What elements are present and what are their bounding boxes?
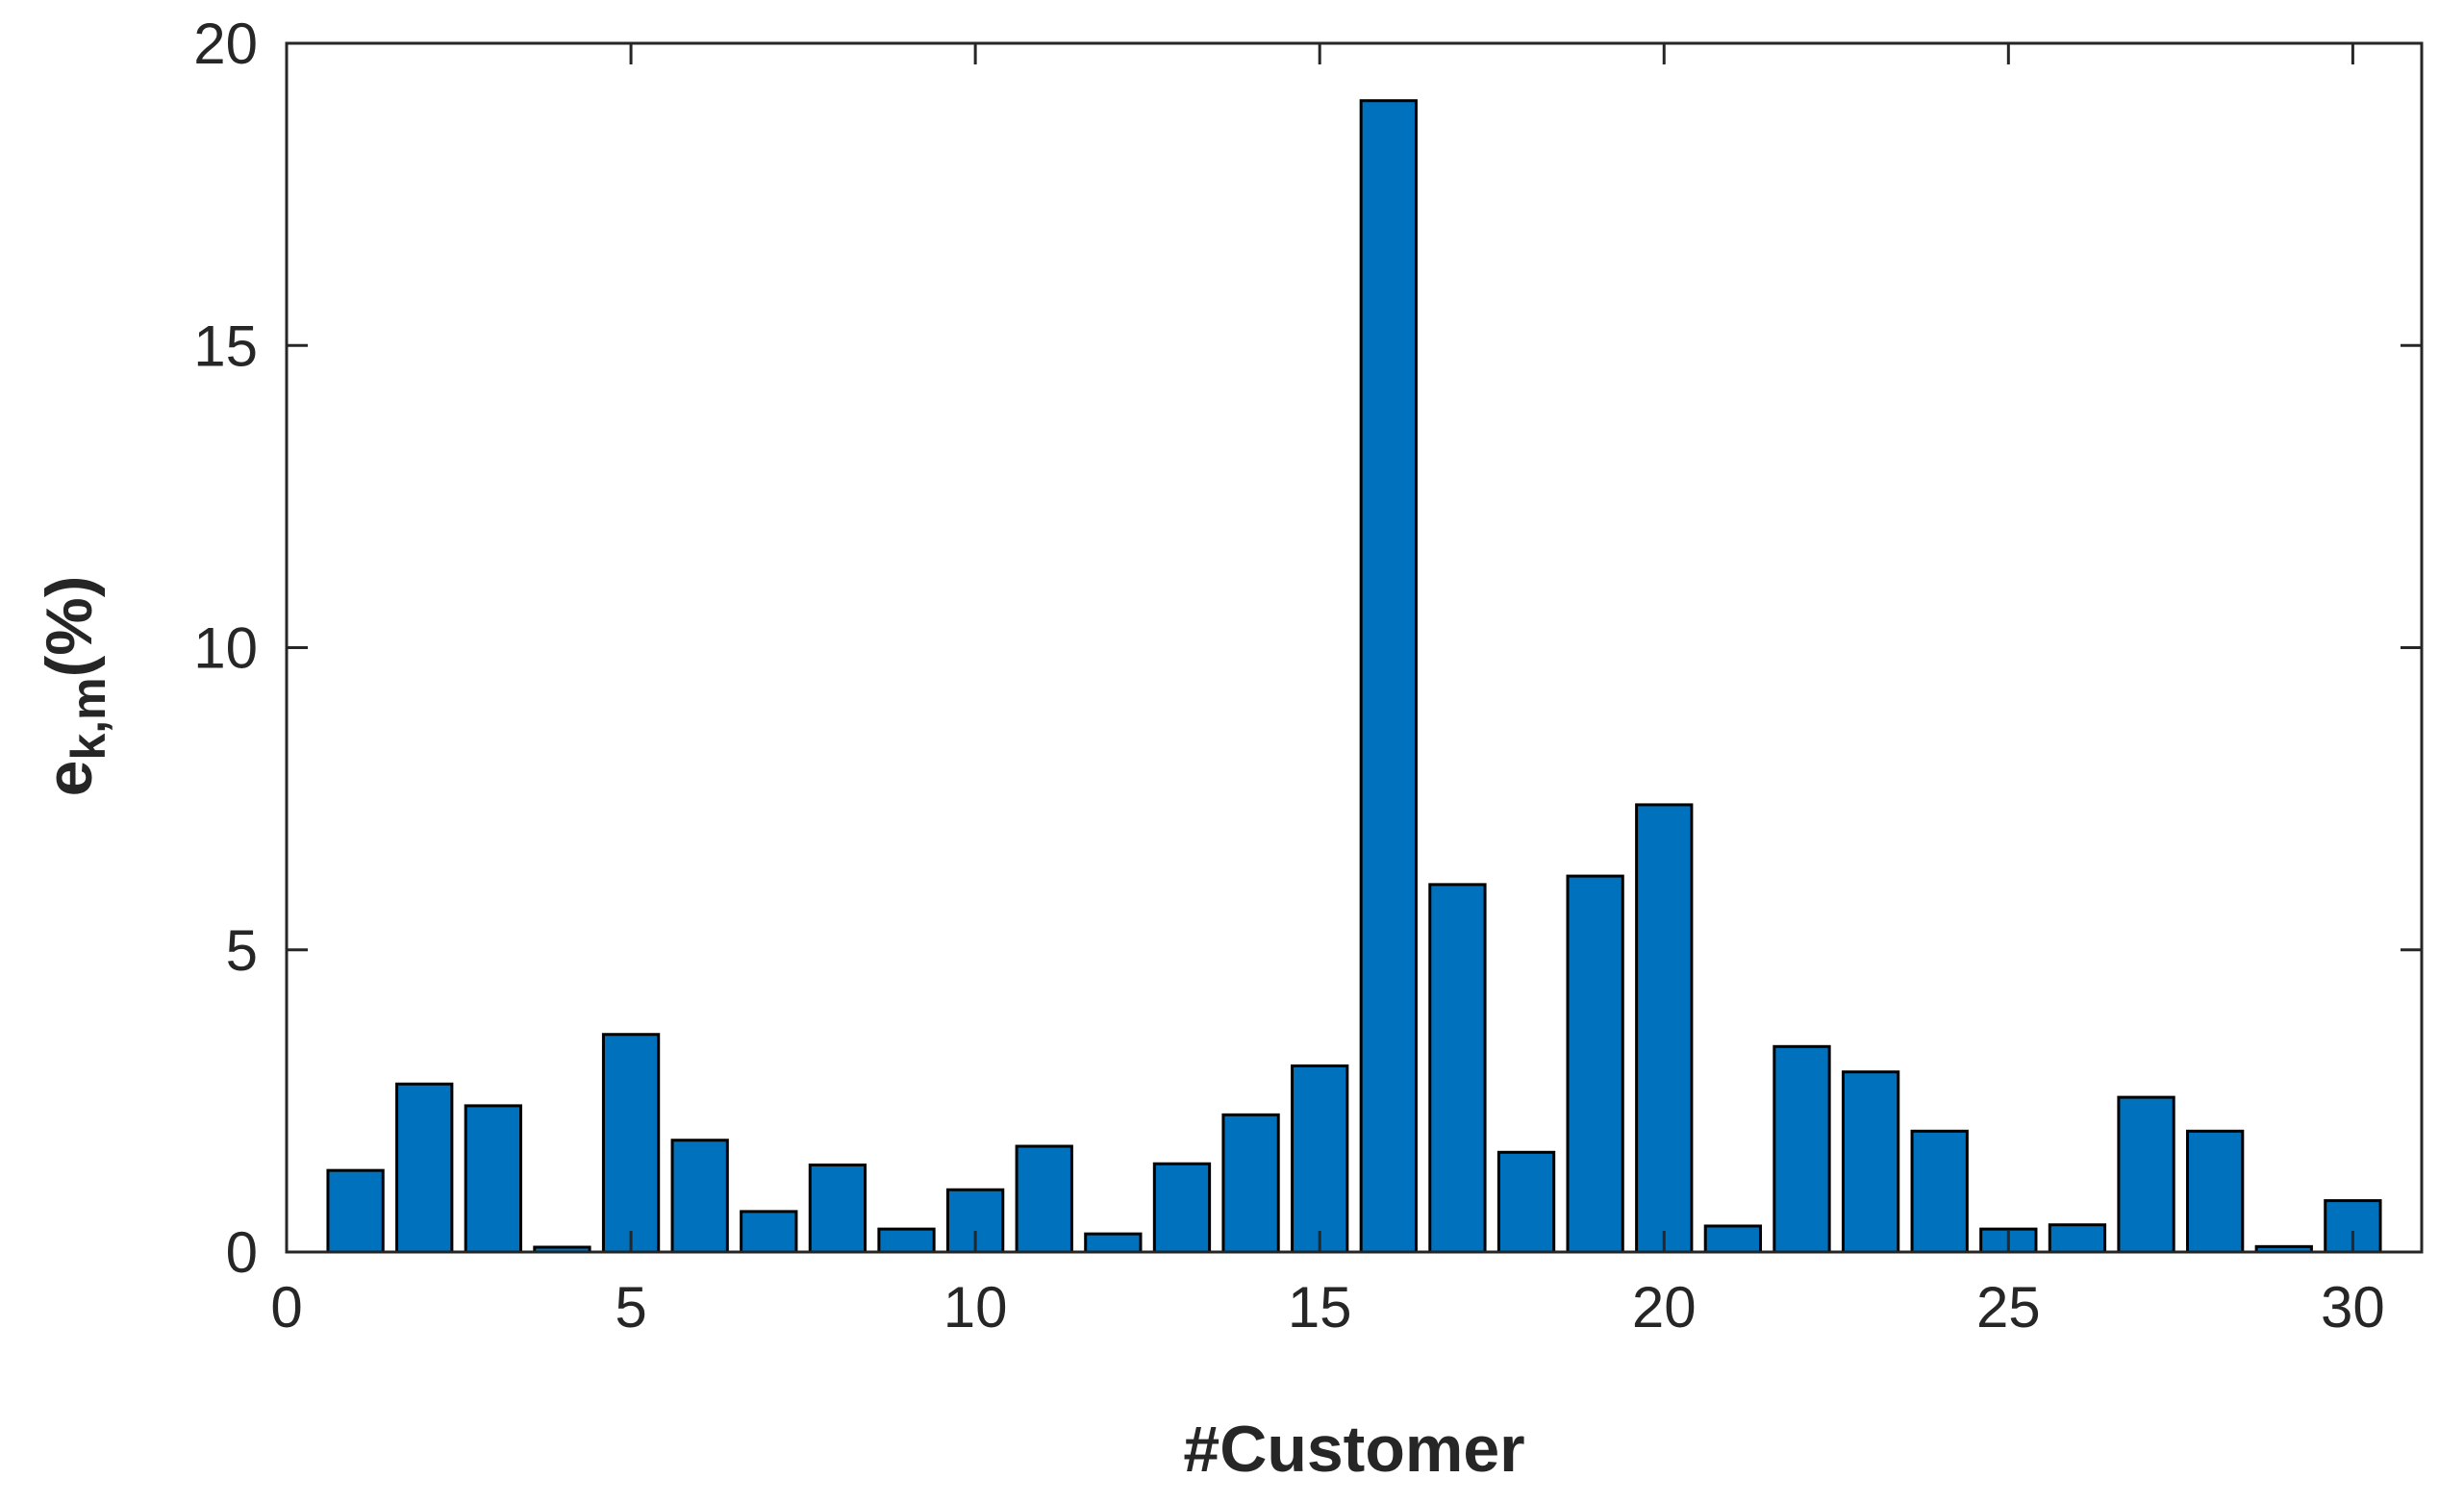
bar-customer-21 xyxy=(1703,1224,1763,1254)
x-tick-label-5: 5 xyxy=(615,1275,646,1340)
axes-box xyxy=(285,41,2424,1254)
bar-customer-5 xyxy=(601,1033,661,1254)
y-axis-label: ek,m(%) xyxy=(33,576,115,797)
y-axis-label-main: e xyxy=(33,761,106,797)
bar-customer-16 xyxy=(1359,99,1418,1254)
y-tick-label-0: 0 xyxy=(226,1220,258,1285)
bar-customer-27 xyxy=(2117,1095,2175,1254)
x-axis-label: #Customer xyxy=(1183,1413,1524,1486)
bar-customer-15 xyxy=(1291,1064,1349,1254)
bar-customer-18 xyxy=(1496,1150,1556,1254)
bar-customer-24 xyxy=(1910,1129,1969,1254)
y-tick-label-10: 10 xyxy=(193,616,258,681)
tick-labels-group: 0 5 10 15 20 25 30 0 5 10 15 20 xyxy=(193,12,2385,1340)
bar-customer-17 xyxy=(1428,883,1487,1254)
bar-customer-26 xyxy=(2048,1223,2107,1254)
bar-customer-1 xyxy=(326,1168,385,1254)
bar-customer-22 xyxy=(1773,1044,1831,1254)
bar-customer-8 xyxy=(808,1163,867,1254)
x-tick-label-15: 15 xyxy=(1288,1275,1352,1340)
y-axis-label-suffix: (%) xyxy=(33,576,106,678)
bar-customer-9 xyxy=(877,1227,936,1254)
x-tick-label-20: 20 xyxy=(1632,1275,1697,1340)
bar-customer-2 xyxy=(395,1082,454,1254)
bar-customer-3 xyxy=(464,1104,522,1254)
bar-customer-23 xyxy=(1841,1070,1900,1254)
bar-customer-20 xyxy=(1635,803,1694,1254)
bar-customer-14 xyxy=(1221,1113,1280,1254)
x-tick-label-25: 25 xyxy=(1976,1275,2041,1340)
y-axis-label-subscript: k,m xyxy=(62,677,115,760)
bar-customer-19 xyxy=(1566,874,1624,1254)
bar-customer-13 xyxy=(1152,1162,1212,1254)
bar-customer-7 xyxy=(740,1210,798,1254)
x-tick-label-10: 10 xyxy=(943,1275,1008,1340)
y-tick-label-20: 20 xyxy=(193,12,258,76)
y-tick-label-5: 5 xyxy=(226,918,258,983)
bar-customer-28 xyxy=(2186,1129,2245,1254)
y-tick-label-15: 15 xyxy=(193,313,258,378)
x-tick-label-0: 0 xyxy=(270,1275,302,1340)
bar-customer-11 xyxy=(1015,1144,1073,1254)
x-tick-label-30: 30 xyxy=(2321,1275,2385,1340)
bars-group xyxy=(326,99,2382,1254)
bar-customer-12 xyxy=(1084,1232,1143,1254)
bar-customer-6 xyxy=(670,1139,729,1254)
